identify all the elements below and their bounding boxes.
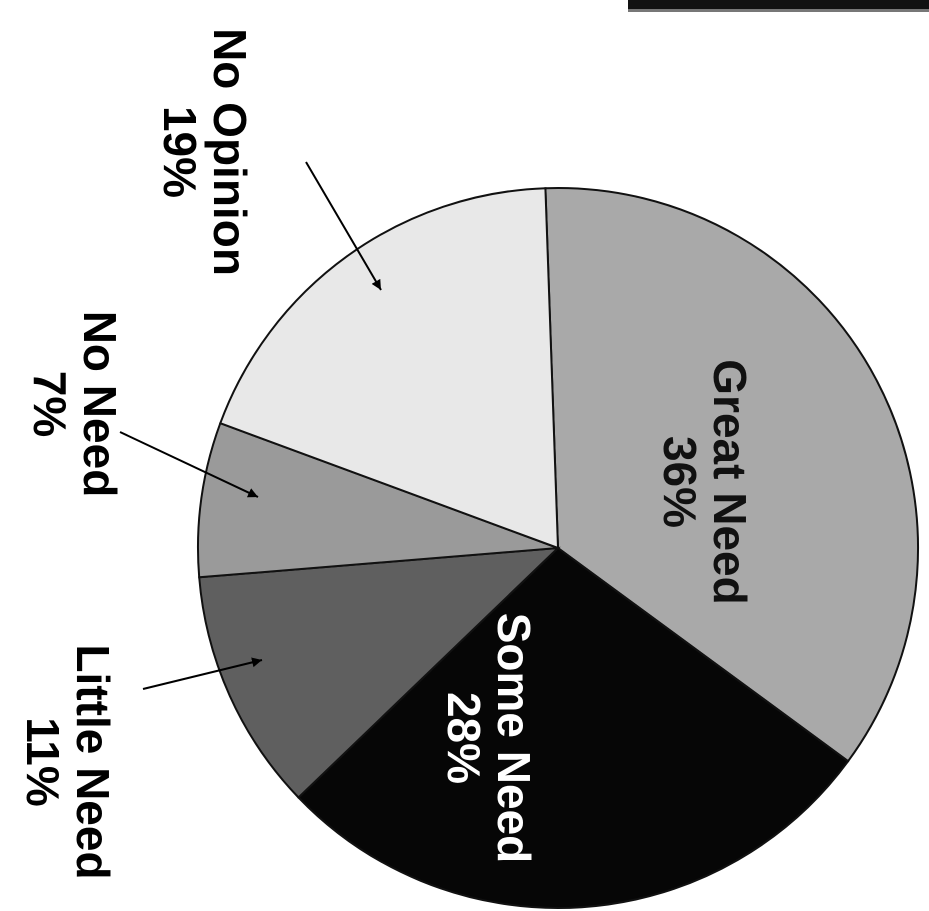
- arrow-no-opinion: [305, 161, 382, 291]
- label-little-need-name: Little Need: [67, 644, 119, 879]
- slice-no-opinion: [219, 187, 560, 550]
- label-no-opinion-name: No Opinion: [204, 28, 256, 276]
- leader-arrows: [119, 161, 382, 690]
- slice-little-need: [198, 546, 561, 799]
- label-little-need-pct: 11%: [17, 717, 69, 807]
- label-some-need-pct: 28%: [438, 692, 490, 784]
- scan-top-rule: [628, 0, 929, 9]
- slice-some-need: [297, 546, 850, 909]
- slice-great-need: [544, 186, 919, 763]
- scan-top-rule-shadow: [628, 9, 929, 12]
- label-no-need-name: No Need: [74, 311, 126, 498]
- slice-no-need: [197, 421, 559, 579]
- arrow-no-need: [119, 431, 259, 498]
- label-great-need-name: Great Need: [704, 359, 756, 604]
- arrow-little-need: [142, 657, 263, 690]
- label-great-need-pct: 36%: [654, 436, 706, 528]
- label-no-opinion-pct: 19%: [154, 106, 206, 198]
- label-some-need-name: Some Need: [488, 613, 540, 864]
- pie-slices: [197, 186, 919, 909]
- label-no-need-pct: 7%: [24, 371, 76, 437]
